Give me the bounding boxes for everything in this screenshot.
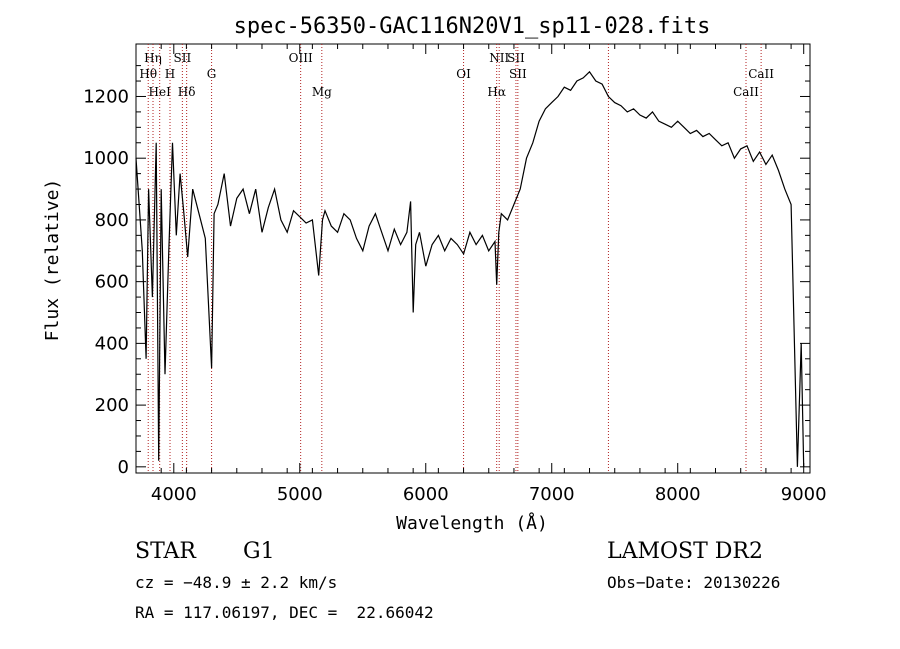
line-marker-label: CaII bbox=[733, 85, 759, 99]
y-tick-label: 0 bbox=[118, 457, 129, 478]
x-tick-label: 8000 bbox=[655, 484, 701, 505]
x-axis-label: Wavelength (Å) bbox=[396, 512, 548, 534]
y-tick-label: 600 bbox=[95, 272, 129, 293]
y-tick-label: 1200 bbox=[83, 86, 129, 107]
line-marker-label: Hδ bbox=[178, 85, 196, 99]
y-tick-label: 800 bbox=[95, 210, 129, 231]
line-marker-label: Mg bbox=[312, 85, 332, 99]
x-tick-label: 9000 bbox=[781, 484, 827, 505]
coordinates: RA = 117.06197, DEC = 22.66042 bbox=[135, 603, 434, 622]
line-marker-label: OIII bbox=[289, 51, 313, 65]
plot-frame bbox=[135, 43, 811, 474]
line-marker-label: G bbox=[207, 67, 217, 81]
line-marker-label: Hθ bbox=[139, 67, 157, 81]
x-tick-label: 7000 bbox=[529, 484, 575, 505]
object-subclass: G1 bbox=[243, 539, 275, 564]
survey-name: LAMOST DR2 bbox=[607, 539, 763, 564]
y-axis-label: Flux (relative) bbox=[42, 179, 63, 342]
spectrum-line bbox=[135, 70, 805, 467]
line-marker-label: OI bbox=[456, 67, 471, 81]
line-marker-label: NII bbox=[489, 51, 509, 65]
line-marker-label: SII bbox=[507, 51, 525, 65]
object-class: STAR bbox=[135, 539, 196, 564]
line-marker-label: SII bbox=[174, 51, 192, 65]
y-tick-label: 1000 bbox=[83, 148, 129, 169]
line-marker-label: H bbox=[165, 67, 175, 81]
observation-date: Obs−Date: 20130226 bbox=[607, 573, 781, 592]
redshift-velocity: cz = −48.9 ± 2.2 km/s bbox=[135, 573, 338, 592]
line-marker-label: SII bbox=[509, 67, 527, 81]
x-tick-label: 4000 bbox=[151, 484, 197, 505]
line-marker-label: CaII bbox=[748, 67, 774, 81]
spectrum-series bbox=[135, 70, 805, 467]
x-tick-label: 6000 bbox=[403, 484, 449, 505]
x-tick-label: 5000 bbox=[277, 484, 323, 505]
line-marker-label: HeI bbox=[149, 85, 172, 99]
y-tick-label: 400 bbox=[95, 333, 129, 354]
axis-ticks: 4000 5000 6000 7000 8000 9000 0 200 400 600 800 100… bbox=[83, 44, 827, 505]
line-marker-label: Hη bbox=[144, 51, 162, 65]
chart-title: spec-56350-GAC116N20V1_sp11-028.fits bbox=[234, 14, 711, 39]
line-marker-label: Hα bbox=[487, 85, 506, 99]
y-tick-label: 200 bbox=[95, 395, 129, 416]
